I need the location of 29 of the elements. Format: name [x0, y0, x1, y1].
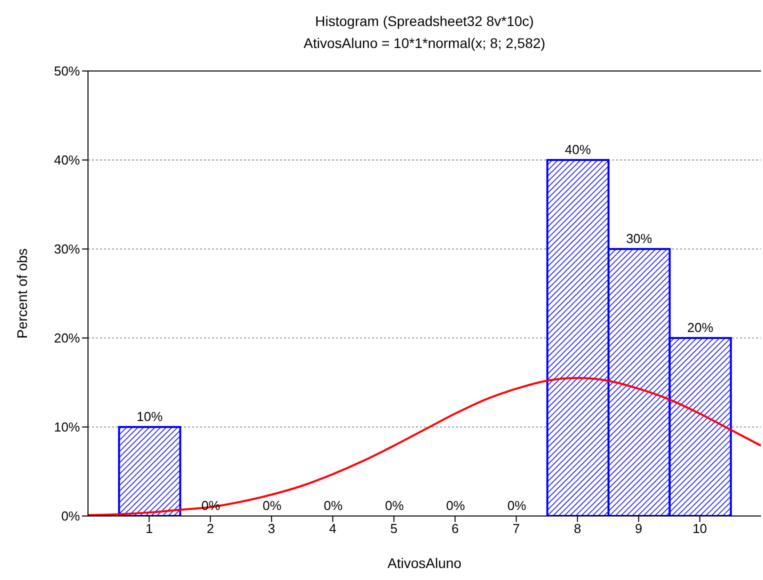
y-tick-label: 10%: [54, 420, 80, 435]
x-tick-label: 6: [451, 521, 459, 536]
x-tick-label: 8: [574, 521, 582, 536]
y-tick-label: 30%: [54, 242, 80, 257]
data-label: 40%: [564, 142, 592, 157]
x-tick-label: 4: [329, 521, 336, 536]
data-label: 0%: [446, 498, 466, 513]
data-label: 0%: [384, 498, 404, 513]
data-label: 10%: [136, 409, 164, 424]
x-tick-label: 3: [268, 521, 276, 536]
chart-subtitle: AtivosAluno = 10*1*normal(x; 8; 2,582): [302, 34, 546, 53]
x-tick-label: 9: [635, 521, 642, 536]
data-label: 30%: [626, 231, 653, 246]
y-axis-title: Percent of obs: [14, 248, 30, 339]
data-label: 0%: [507, 498, 527, 513]
chart-title: Histogram (Spreadsheet32 8v*10c): [314, 12, 535, 31]
x-tick-label: 1: [146, 521, 153, 536]
y-tick-label: 0%: [61, 508, 80, 524]
x-tick-label: 5: [390, 521, 398, 536]
y-tick-label: 50%: [54, 64, 80, 79]
data-label: 20%: [687, 320, 714, 335]
y-tick-label: 40%: [54, 152, 80, 168]
x-axis-title: AtivosAluno: [388, 555, 462, 571]
x-tick-label: 7: [512, 521, 520, 536]
x-tick-label: 2: [206, 521, 214, 536]
data-label: 0%: [324, 498, 344, 513]
data-label: 0%: [262, 498, 282, 513]
y-tick-label: 20%: [54, 330, 80, 346]
x-tick-label: 10: [692, 521, 708, 536]
